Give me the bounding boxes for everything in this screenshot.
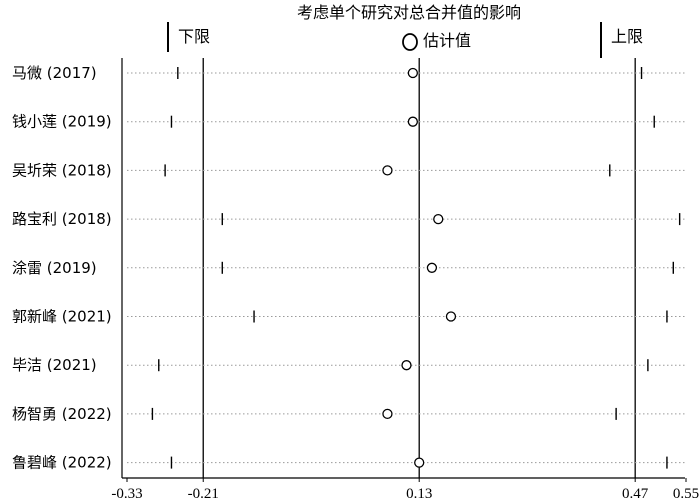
study-row: 马微 (2017) xyxy=(12,64,686,82)
estimate-point xyxy=(407,67,419,79)
x-tick-label: 0.47 xyxy=(622,486,649,502)
study-label: 鲁碧峰 (2022) xyxy=(12,454,112,472)
x-axis-ticks: -0.33 -0.21 0.13 0.47 0.55 xyxy=(111,478,699,502)
study-row: 吴圻荣 (2018) xyxy=(12,161,686,179)
study-label: 郭新峰 (2021) xyxy=(12,308,112,326)
legend-lower-label: 下限 xyxy=(178,27,210,46)
estimate-point xyxy=(407,116,419,127)
legend-estimate-marker xyxy=(402,33,418,51)
study-row: 郭新峰 (2021) xyxy=(12,308,686,326)
x-tick-label: 0.13 xyxy=(406,486,432,502)
study-label: 毕洁 (2021) xyxy=(12,356,97,374)
study-row: 杨智勇 (2022) xyxy=(12,405,686,423)
x-tick-label: -0.33 xyxy=(111,486,142,502)
x-tick-label: 0.55 xyxy=(673,486,699,502)
estimate-point xyxy=(426,262,438,273)
study-row: 钱小莲 (2019) xyxy=(12,113,686,131)
study-label: 涂雷 (2019) xyxy=(12,259,97,277)
estimate-point xyxy=(445,311,457,322)
estimate-point xyxy=(382,408,393,420)
study-row: 鲁碧峰 (2022) xyxy=(12,454,686,472)
estimate-point xyxy=(433,213,444,225)
x-tick-label: -0.21 xyxy=(188,486,219,502)
estimate-point xyxy=(382,165,393,176)
study-row: 毕洁 (2021) xyxy=(12,356,686,374)
study-label: 马微 (2017) xyxy=(12,64,97,82)
study-row: 路宝利 (2018) xyxy=(12,210,686,228)
study-label: 钱小莲 (2019) xyxy=(12,113,112,131)
study-label: 吴圻荣 (2018) xyxy=(12,161,112,179)
legend-estimate-label: 估计值 xyxy=(423,31,471,50)
study-rows: 马微 (2017) 钱小莲 (2019) 吴圻荣 (2018) 路宝利 (2018) 涂… xyxy=(12,64,686,472)
chart-title: 考虑单个研究对总合并值的影响 xyxy=(297,3,521,22)
study-label: 杨智勇 (2022) xyxy=(12,405,112,423)
estimate-point xyxy=(414,457,425,468)
estimate-point xyxy=(401,360,412,371)
study-label: 路宝利 (2018) xyxy=(12,210,112,228)
legend-upper-label: 上限 xyxy=(611,27,643,46)
study-row: 涂雷 (2019) xyxy=(12,259,686,277)
legend: 下限 估计值 上限 xyxy=(167,22,643,58)
